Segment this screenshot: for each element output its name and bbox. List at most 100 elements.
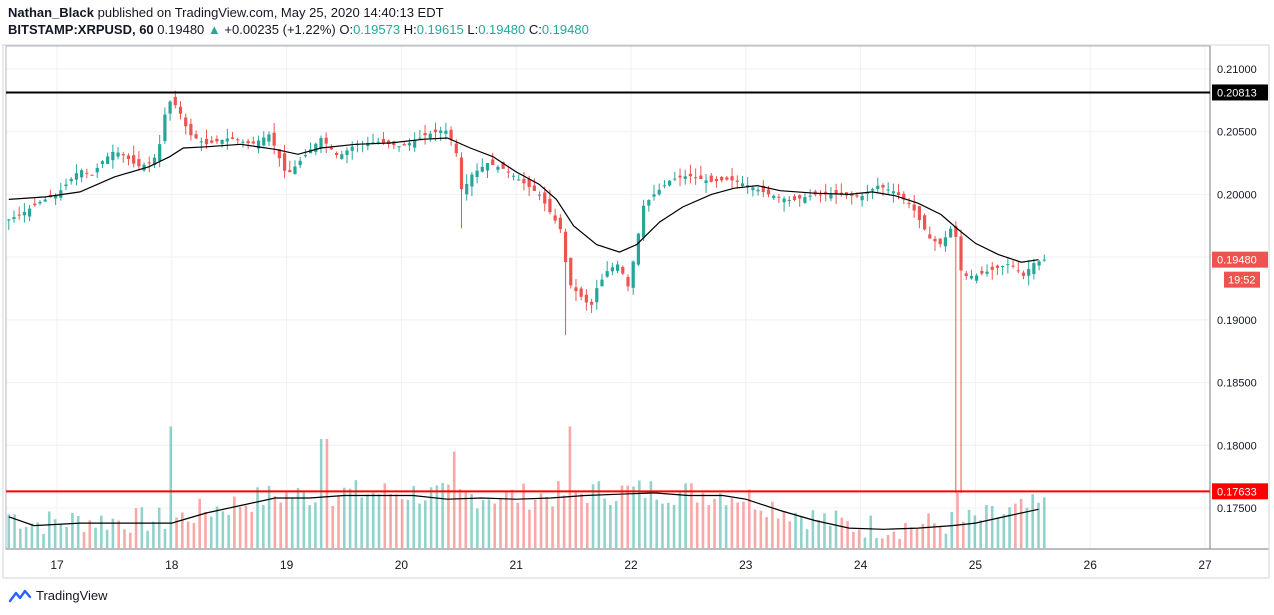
candle-body <box>189 123 193 136</box>
volume-bar <box>522 483 525 548</box>
volume-bar <box>1014 503 1017 548</box>
candle-body <box>725 177 729 180</box>
candle-body <box>777 196 781 198</box>
candle-body <box>735 180 739 182</box>
candle-body <box>1032 263 1036 274</box>
volume-bar <box>881 538 884 548</box>
candle-body <box>699 175 703 180</box>
volume-bar <box>1025 507 1029 548</box>
volume-bar <box>447 484 450 548</box>
candle-body <box>147 162 151 164</box>
candle-body <box>642 205 646 238</box>
candle-body <box>985 271 989 274</box>
candle-body <box>397 146 401 148</box>
candle-body <box>241 141 245 143</box>
volume-bar <box>996 517 1000 548</box>
candle-body <box>220 139 224 144</box>
volume-bar <box>360 497 363 548</box>
candle-body <box>335 152 339 155</box>
candle-body <box>345 150 349 156</box>
volume-bar <box>782 511 786 548</box>
candle-body <box>168 101 172 114</box>
volume-bar <box>562 495 566 548</box>
candle-body <box>85 172 89 174</box>
candle-body <box>423 133 427 136</box>
volume-bar <box>672 504 676 548</box>
volume-bar <box>94 527 97 548</box>
volume-bar <box>400 499 404 548</box>
candle-body <box>1006 264 1010 266</box>
candle-body <box>27 208 32 217</box>
volume-bar <box>198 498 201 548</box>
volume-bar <box>30 523 34 548</box>
x-tick-label: 20 <box>395 558 409 572</box>
volume-bar <box>221 511 225 548</box>
volume-bar <box>620 485 624 548</box>
volume-bar <box>476 508 479 548</box>
volume-bar <box>290 497 294 548</box>
volume-bar <box>429 487 433 548</box>
volume-bar <box>204 511 207 548</box>
candle-body <box>969 275 974 279</box>
volume-bar <box>961 521 965 548</box>
volume-bar <box>157 507 161 548</box>
candle-body <box>933 238 937 242</box>
volume-bar <box>238 506 242 548</box>
high-label: H: <box>403 22 417 37</box>
candle-body <box>881 184 885 188</box>
candle-body <box>756 189 760 192</box>
author-name[interactable]: Nathan_Black <box>8 5 94 20</box>
x-tick-label: 27 <box>1198 558 1212 572</box>
volume-bar <box>7 514 11 548</box>
change-up-icon: ▲ <box>207 22 221 37</box>
symbol-label[interactable]: BITSTAMP:XRPUSD, 60 <box>8 22 154 37</box>
volume-bar <box>632 486 635 548</box>
candle-body <box>537 194 542 196</box>
candle-body <box>543 192 547 204</box>
volume-bar <box>690 483 693 548</box>
volume-bar <box>377 494 381 548</box>
candle-body <box>730 176 734 181</box>
candle-body <box>163 114 167 142</box>
candle-body <box>673 178 677 180</box>
volume-bar <box>661 503 664 548</box>
x-tick-label: 19 <box>280 558 294 572</box>
volume-bar <box>724 505 728 548</box>
candle-body <box>694 177 698 179</box>
volume-bar <box>71 512 74 548</box>
low-label: L: <box>467 22 479 37</box>
volume-bar <box>47 511 51 548</box>
candle-body <box>902 193 906 200</box>
candle-body <box>980 270 984 274</box>
candle-body <box>116 152 120 157</box>
volume-bar <box>811 510 815 548</box>
footer-brand[interactable]: TradingView <box>8 588 108 603</box>
volume-bar <box>105 529 109 548</box>
candle-body <box>80 170 84 178</box>
candle-body <box>704 180 708 184</box>
candle-body <box>480 166 484 172</box>
candle-body <box>522 178 526 184</box>
candle-body <box>173 96 177 106</box>
candle-body <box>558 217 562 230</box>
candle-body <box>303 155 307 157</box>
volume-bar <box>788 521 792 548</box>
volume-bar <box>730 498 734 548</box>
last-price: 0.19480 <box>157 22 205 37</box>
volume-bar <box>100 515 103 548</box>
countdown-label: 19:52 <box>1228 275 1256 287</box>
volume-bar <box>638 480 641 548</box>
volume-bar <box>262 504 265 548</box>
candle-body <box>527 178 531 188</box>
volume-bar <box>285 492 288 548</box>
candle-body <box>787 200 791 202</box>
candle-body <box>314 143 318 152</box>
candle-body <box>428 133 432 138</box>
candle-body <box>959 236 963 271</box>
low-value: 0.19480 <box>478 22 526 37</box>
volume-bar <box>904 522 907 548</box>
candle-body <box>922 215 927 230</box>
candle-body <box>1042 259 1046 261</box>
candle-body <box>121 154 125 156</box>
